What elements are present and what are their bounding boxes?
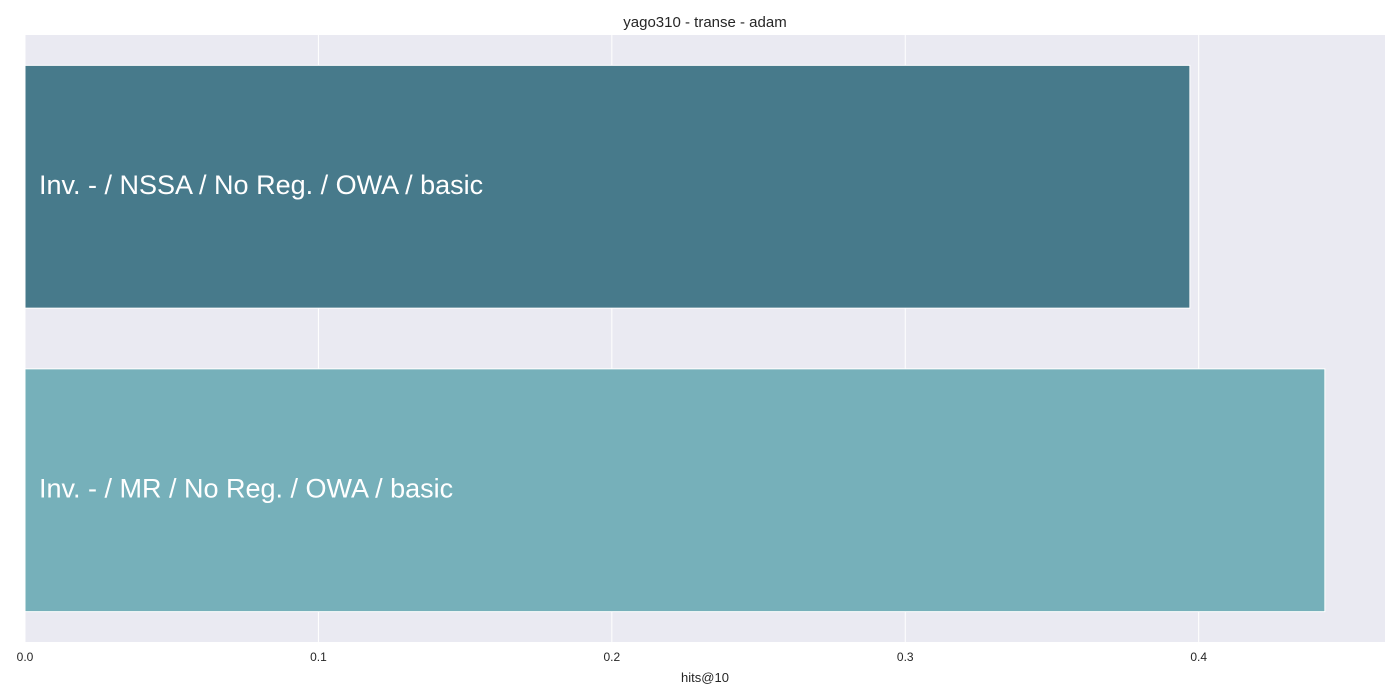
bar [24, 368, 1326, 613]
x-tick-label: 0.4 [1190, 650, 1207, 664]
x-axis-label: hits@10 [681, 670, 729, 685]
x-tick-label: 0.0 [17, 650, 34, 664]
chart-title: yago310 - transe - adam [623, 14, 786, 31]
bar-label: Inv. - / NSSA / No Reg. / OWA / basic [39, 170, 483, 200]
x-tick-label: 0.2 [603, 650, 620, 664]
bar-label: Inv. - / MR / No Reg. / OWA / basic [39, 473, 453, 503]
x-tick-label: 0.3 [897, 650, 914, 664]
x-axis-ticks: 0.0 0.1 0.2 0.3 0.4 [17, 650, 1208, 664]
bars: Inv. - / NSSA / No Reg. / OWA / basic Inv… [24, 64, 1326, 613]
x-tick-label: 0.1 [310, 650, 327, 664]
bar [24, 64, 1191, 309]
